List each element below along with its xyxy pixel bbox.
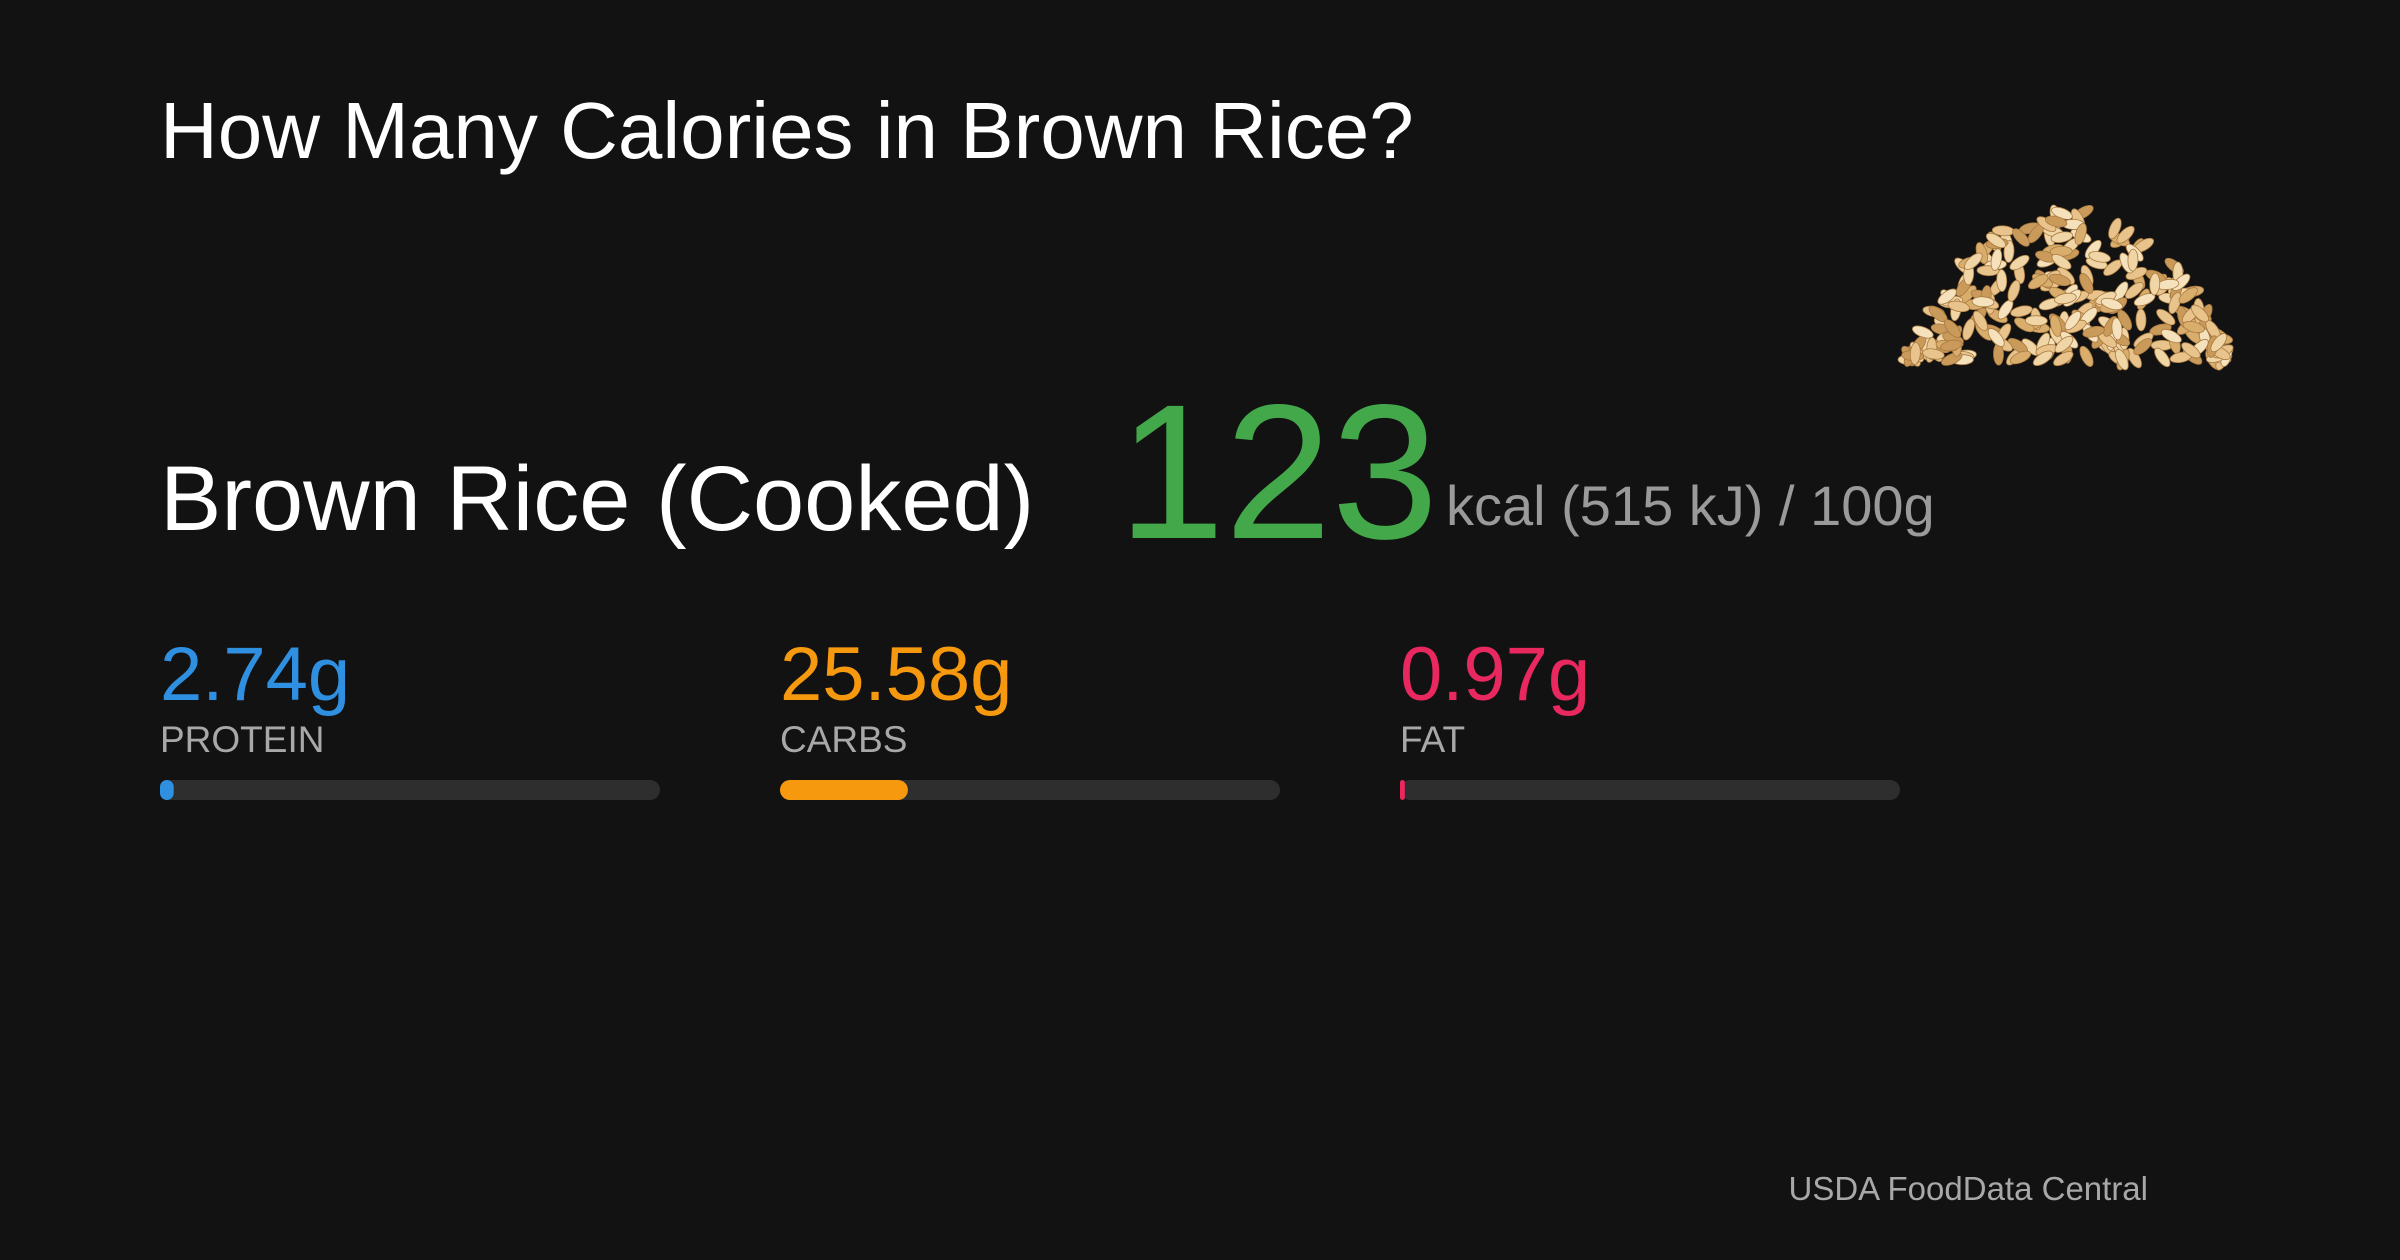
rice-grain	[2050, 231, 2074, 243]
bar-fill	[160, 780, 174, 800]
rice-grain	[2156, 308, 2176, 326]
rice-grain	[2126, 347, 2142, 369]
macro-label: FAT	[1400, 719, 1465, 760]
title: How Many Calories in Brown Rice?	[160, 86, 1414, 175]
rice-grain	[2048, 273, 2071, 287]
rice-grain	[1943, 319, 1962, 338]
macro-value: 0.97g	[1400, 632, 1590, 717]
rice-grain	[2108, 217, 2122, 240]
rice-grain	[1909, 342, 1921, 365]
rice-grain	[2054, 292, 2077, 305]
source: USDA FoodData Central	[1788, 1170, 2148, 1207]
rice-grain	[2135, 308, 2147, 332]
rice-grain	[2050, 314, 2062, 337]
rice-grain	[1964, 252, 1983, 270]
rice-grain	[2160, 329, 2182, 344]
rice-grain	[1922, 348, 1945, 360]
rice-grain	[2115, 348, 2129, 371]
rice-grain	[2003, 240, 2015, 263]
rice-grain	[2032, 350, 2053, 367]
rice-grain	[2082, 325, 2105, 338]
rice-grain	[2044, 215, 2068, 228]
rice-grain	[2079, 272, 2094, 294]
rice-grain	[2111, 317, 2123, 341]
rice-grain	[2010, 305, 2033, 318]
rice-grain	[2154, 347, 2171, 368]
rice-grain	[2051, 253, 2072, 270]
bar-fill	[780, 780, 908, 800]
bar-track	[160, 780, 660, 800]
rice-grain	[2079, 345, 2094, 367]
rice-grain	[2064, 311, 2082, 331]
rice-grain	[2182, 320, 2205, 334]
rice-grain	[2054, 335, 2074, 353]
rice-grain	[2133, 293, 2156, 307]
rice-grain	[2116, 225, 2135, 244]
rice-grain	[1962, 318, 1975, 341]
bar-fill	[1400, 780, 1405, 800]
rice-grain	[1971, 296, 1995, 308]
rice-grain	[1947, 300, 1970, 313]
rice-grain	[2133, 338, 2153, 356]
rice-grain	[2100, 297, 2123, 311]
rice-grain	[2007, 279, 2021, 302]
rice-grain	[2074, 222, 2087, 246]
food-name: Brown Rice (Cooked)	[160, 448, 1034, 550]
rice-grain	[2088, 251, 2111, 263]
macro-label: PROTEIN	[160, 719, 324, 760]
rice-grain	[1987, 328, 2005, 347]
rice-grain	[1940, 339, 1963, 352]
rice-grain	[1990, 248, 2003, 271]
rice-grain	[2190, 304, 2209, 323]
rice-grain	[1985, 232, 2007, 249]
macro-label: CARBS	[780, 719, 907, 760]
rice-grain	[2210, 333, 2228, 353]
rice-grain	[2028, 274, 2049, 290]
rice-grain	[1996, 269, 2008, 292]
macro-value: 25.58g	[780, 632, 1012, 717]
rice-grain	[2168, 292, 2182, 314]
rice-grain	[2009, 254, 2030, 271]
macro-value: 2.74g	[160, 632, 350, 717]
rice-grain	[1973, 310, 1988, 332]
rice-grain	[2025, 315, 2048, 327]
bar-track	[1400, 780, 1900, 800]
rice-grain	[1937, 288, 1957, 305]
rice-grain	[1911, 325, 1934, 339]
rice-grain	[2009, 350, 2032, 365]
rice-grain	[2127, 248, 2139, 272]
rice-image	[1897, 204, 2234, 371]
rice-grain	[2178, 287, 2198, 304]
rice-grain	[2053, 351, 2074, 367]
rice-grain	[2181, 342, 2201, 359]
rice-grain	[2012, 228, 2030, 247]
calories: 123	[1118, 364, 1438, 579]
rice-grain	[2149, 272, 2161, 296]
calorie-unit: kcal (515 kJ) / 100g	[1446, 474, 1935, 537]
rice-grain	[2124, 282, 2144, 299]
